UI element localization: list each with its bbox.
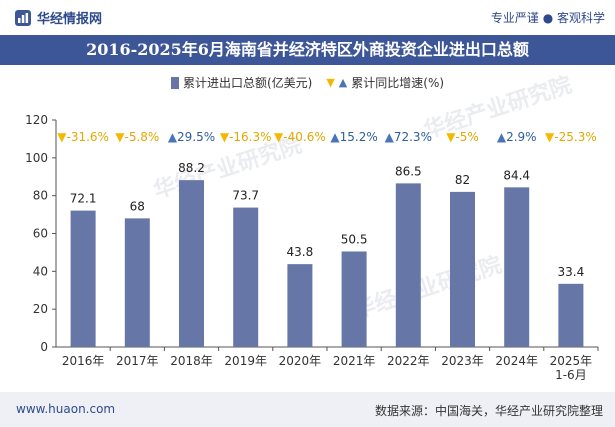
bar-value-label: 73.7 [232, 189, 259, 203]
brand-name: 华经情报网 [37, 12, 103, 27]
bar-value-label: 50.5 [341, 232, 368, 246]
y-tick-label: 100 [25, 151, 48, 165]
y-tick-label: 80 [33, 189, 48, 203]
bar-value-label: 88.2 [178, 161, 205, 175]
bar [70, 210, 96, 347]
legend-bar-label: 累计进出口总额(亿美元) [182, 76, 313, 90]
bar [287, 264, 313, 347]
x-tick-label: 2022年 [387, 354, 430, 368]
bar [558, 283, 584, 347]
x-tick-label: 2017年 [116, 354, 159, 368]
y-tick-label: 60 [33, 227, 48, 241]
x-tick-label: 2020年 [279, 354, 322, 368]
brand-logo-icon [15, 9, 31, 26]
bar [395, 183, 421, 347]
bar [504, 187, 530, 347]
rate-label: ▼-40.6% [274, 130, 326, 144]
triangle-down-icon: ▼ [326, 75, 335, 89]
bar-value-label: 84.4 [503, 168, 530, 182]
rate-label: ▲72.3% [385, 130, 432, 144]
x-tick-label: 2025年 1-6月 [550, 354, 593, 382]
bar-value-label: 68 [130, 199, 145, 213]
x-tick-label: 2018年 [170, 354, 213, 368]
footer: www.huaon.com 数据来源：中国海关，华经产业研究院整理 [0, 392, 615, 427]
y-tick-label: 20 [33, 302, 48, 316]
rate-label: ▲2.9% [497, 130, 537, 144]
triangle-up-icon: ▲ [338, 75, 348, 89]
rate-label: ▼-25.3% [545, 130, 597, 144]
bar [341, 251, 367, 347]
bar [124, 218, 150, 347]
title-bar: 2016-2025年6月海南省并经济特区外商投资企业进出口总额 [0, 35, 615, 65]
legend-item-rate: ▼ ▲ 累计同比增速(%) [326, 74, 444, 91]
x-tick-label: 2024年 [495, 354, 538, 368]
rate-label: ▼-31.6% [57, 130, 109, 144]
brand: 华经情报网 [14, 8, 102, 27]
chart-legend: 累计进出口总额(亿美元) ▼ ▲ 累计同比增速(%) [0, 74, 615, 91]
top-bar: 华经情报网 专业严谨 ● 客观科学 [0, 0, 615, 34]
rate-label: ▼-16.3% [220, 130, 272, 144]
legend-bar-swatch [170, 76, 179, 89]
bar-value-label: 72.1 [70, 192, 97, 206]
x-tick-label: 2019年 [224, 354, 267, 368]
bar [450, 191, 475, 347]
footer-site: www.huaon.com [16, 402, 116, 416]
legend-rate-label: 累计同比增速(%) [351, 76, 445, 90]
bar-value-label: 86.5 [395, 164, 422, 178]
rate-label: ▼-5.8% [115, 130, 159, 144]
bar [179, 180, 204, 347]
rate-label: ▲29.5% [168, 130, 215, 144]
rate-label: ▼-5% [446, 130, 479, 144]
bar-value-label: 82 [455, 173, 470, 187]
x-tick-label: 2016年 [62, 354, 105, 368]
chart-title: 2016-2025年6月海南省并经济特区外商投资企业进出口总额 [86, 40, 529, 59]
bar-value-label: 43.8 [287, 245, 314, 259]
rate-label: ▲15.2% [330, 130, 377, 144]
tagline: 专业严谨 ● 客观科学 [490, 11, 605, 25]
x-tick-label: 2021年 [333, 354, 376, 368]
bar-chart: 0 20 40 60 80 100 120 72.1 2016年 ▼-31.6% 68 2017年 ▼-… [25, 113, 599, 382]
footer-source: 数据来源：中国海关，华经产业研究院整理 [374, 404, 603, 418]
legend-item-bars: 累计进出口总额(亿美元) [170, 74, 313, 91]
x-tick-label: 2023年 [441, 354, 484, 368]
y-tick-label: 120 [25, 113, 48, 127]
bar [233, 207, 259, 347]
y-tick-label: 40 [33, 264, 48, 278]
y-tick-label: 0 [40, 340, 48, 354]
bar-value-label: 33.4 [558, 265, 585, 279]
